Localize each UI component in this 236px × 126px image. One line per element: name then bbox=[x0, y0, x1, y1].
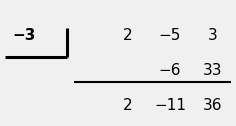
Text: 2: 2 bbox=[123, 28, 132, 43]
Text: 2: 2 bbox=[123, 98, 132, 113]
Text: −6: −6 bbox=[159, 63, 181, 78]
Text: 3: 3 bbox=[207, 28, 217, 43]
Text: −3: −3 bbox=[12, 28, 35, 43]
Text: −5: −5 bbox=[159, 28, 181, 43]
Text: 36: 36 bbox=[203, 98, 222, 113]
Text: 33: 33 bbox=[203, 63, 222, 78]
Text: −11: −11 bbox=[154, 98, 186, 113]
